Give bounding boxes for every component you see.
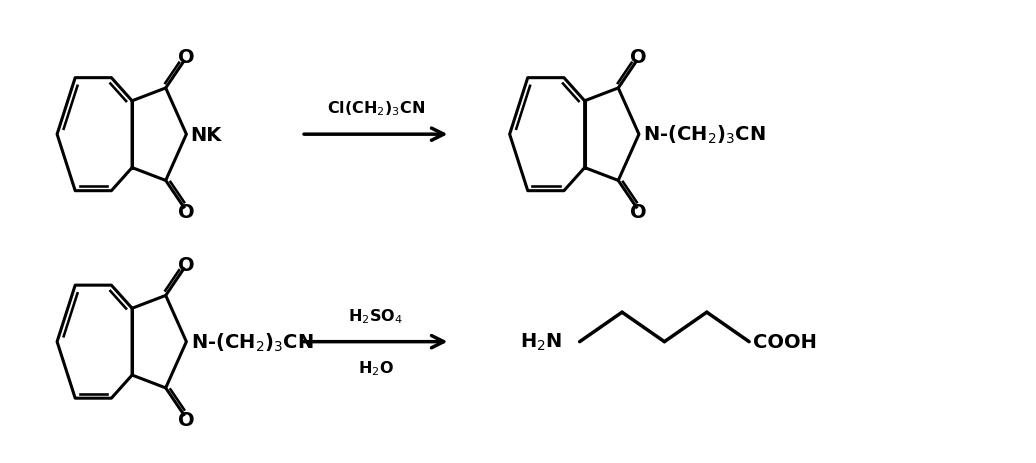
- Text: Cl(CH$_2$)$_3$CN: Cl(CH$_2$)$_3$CN: [326, 100, 425, 118]
- Text: O: O: [177, 255, 194, 274]
- Text: N-(CH$_2$)$_3$CN: N-(CH$_2$)$_3$CN: [643, 124, 766, 146]
- Text: H$_2$N: H$_2$N: [520, 332, 563, 352]
- Text: NK: NK: [191, 125, 222, 144]
- Text: O: O: [630, 203, 646, 222]
- Text: H$_2$SO$_4$: H$_2$SO$_4$: [348, 307, 403, 325]
- Text: O: O: [177, 203, 194, 222]
- Text: H$_2$O: H$_2$O: [357, 359, 394, 377]
- Text: O: O: [177, 410, 194, 429]
- Text: COOH: COOH: [753, 332, 817, 351]
- Text: N-(CH$_2$)$_3$CN: N-(CH$_2$)$_3$CN: [191, 331, 313, 353]
- Text: O: O: [177, 48, 194, 67]
- Text: O: O: [630, 48, 646, 67]
